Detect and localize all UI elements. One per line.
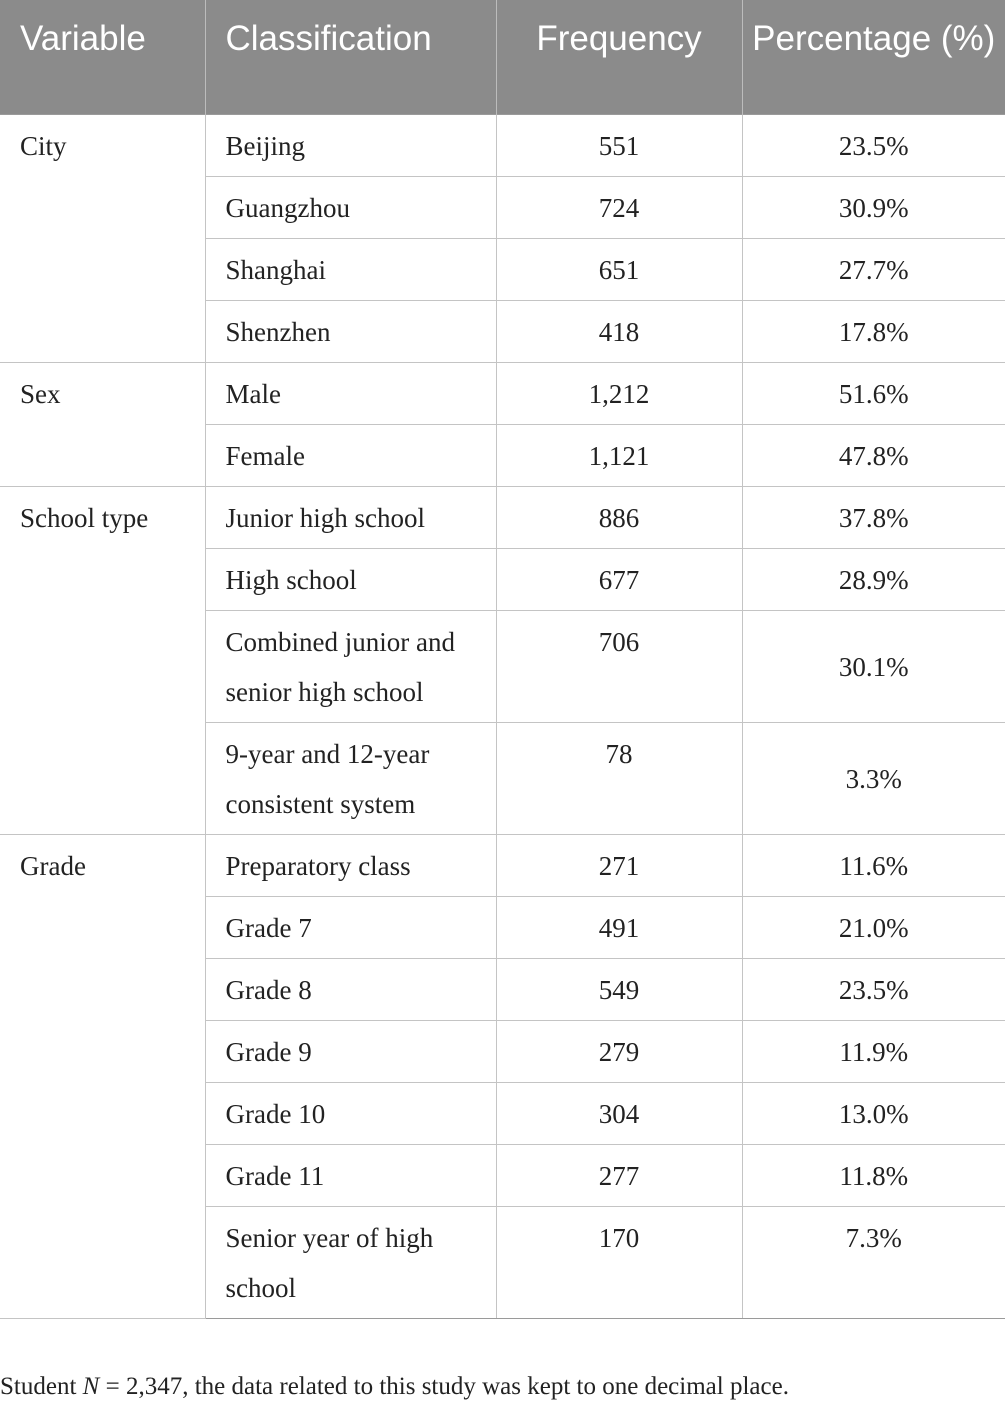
classification-cell: Preparatory class [204, 833, 497, 897]
variable-cell-city: City [0, 113, 206, 363]
classification-cell: Shanghai [204, 237, 497, 301]
percentage-cell: 28.9% [741, 547, 1005, 611]
classification-cell: Male [204, 361, 497, 425]
frequency-cell: 491 [495, 895, 743, 959]
table-row: Grade 7 491 21.0% [0, 895, 1005, 959]
variable-cell-grade: Grade [0, 833, 206, 1319]
percentage-cell: 3.3% [741, 721, 1005, 835]
frequency-cell: 271 [495, 833, 743, 897]
percentage-cell: 11.9% [741, 1019, 1005, 1083]
classification-cell: Grade 8 [204, 957, 497, 1021]
variable-cell-sex: Sex [0, 361, 206, 487]
classification-cell: Grade 10 [204, 1081, 497, 1145]
percentage-cell: 7.3% [741, 1205, 1005, 1319]
classification-cell: Grade 9 [204, 1019, 497, 1083]
frequency-cell: 651 [495, 237, 743, 301]
percentage-cell: 13.0% [741, 1081, 1005, 1145]
classification-cell: Grade 7 [204, 895, 497, 959]
header-frequency: Frequency [495, 0, 742, 114]
frequency-cell: 170 [495, 1205, 743, 1319]
classification-cell: Grade 11 [204, 1143, 497, 1207]
percentage-cell: 51.6% [741, 361, 1005, 425]
classification-cell: Beijing [204, 113, 497, 177]
table-row: Senior year of high school 170 7.3% [0, 1205, 1005, 1319]
percentage-cell: 21.0% [741, 895, 1005, 959]
classification-cell: Combined junior and senior high school [204, 609, 497, 723]
footnote-n-symbol: N [82, 1373, 100, 1400]
header-variable: Variable [0, 0, 205, 114]
table-row: Grade 8 549 23.5% [0, 957, 1005, 1021]
percentage-cell: 27.7% [741, 237, 1005, 301]
frequency-cell: 677 [495, 547, 743, 611]
table-row: Guangzhou 724 30.9% [0, 175, 1005, 239]
header-percentage: Percentage (%) [741, 0, 1005, 114]
frequency-cell: 1,212 [495, 361, 743, 425]
frequency-cell: 551 [495, 113, 743, 177]
frequency-cell: 78 [495, 721, 743, 835]
frequency-cell: 1,121 [495, 423, 743, 487]
classification-cell: Guangzhou [204, 175, 497, 239]
classification-cell: Senior year of high school [204, 1205, 497, 1319]
classification-cell: Female [204, 423, 497, 487]
frequency-cell: 418 [495, 299, 743, 363]
frequency-cell: 886 [495, 485, 743, 549]
percentage-cell: 17.8% [741, 299, 1005, 363]
percentage-cell: 47.8% [741, 423, 1005, 487]
percentage-cell: 37.8% [741, 485, 1005, 549]
percentage-cell: 23.5% [741, 957, 1005, 1021]
table-row: Female 1,121 47.8% [0, 423, 1005, 487]
classification-cell: 9-year and 12-year consistent system [204, 721, 497, 835]
table-row: Sex Male 1,212 51.6% [0, 361, 1005, 487]
frequency-cell: 277 [495, 1143, 743, 1207]
table-row: Shanghai 651 27.7% [0, 237, 1005, 301]
variable-cell-school-type: School type [0, 485, 206, 835]
frequency-cell: 304 [495, 1081, 743, 1145]
table-footnote: Student N = 2,347, the data related to t… [0, 1370, 1005, 1404]
classification-cell: Junior high school [204, 485, 497, 549]
table-row: Shenzhen 418 17.8% [0, 299, 1005, 363]
table-row: Grade 11 277 11.8% [0, 1143, 1005, 1207]
percentage-cell: 11.8% [741, 1143, 1005, 1207]
percentage-cell: 30.1% [741, 609, 1005, 723]
frequency-cell: 706 [495, 609, 743, 723]
frequency-cell: 549 [495, 957, 743, 1021]
frequency-cell: 279 [495, 1019, 743, 1083]
footnote-prefix: Student [0, 1373, 83, 1400]
table-row: 9-year and 12-year consistent system 78 … [0, 721, 1005, 835]
classification-cell: High school [204, 547, 497, 611]
classification-cell: Shenzhen [204, 299, 497, 363]
table-row: School type Junior high school 886 37.8% [0, 485, 1005, 835]
table-row: Grade 10 304 13.0% [0, 1081, 1005, 1145]
table-row: City Beijing 551 23.5% [0, 113, 1005, 363]
percentage-cell: 30.9% [741, 175, 1005, 239]
percentage-cell: 23.5% [741, 113, 1005, 177]
table-header-row: Variable Classification Frequency Percen… [0, 0, 1005, 114]
table-row: Grade 9 279 11.9% [0, 1019, 1005, 1083]
header-classification: Classification [204, 0, 496, 114]
table-row: Grade Preparatory class 271 11.6% [0, 833, 1005, 1319]
frequency-cell: 724 [495, 175, 743, 239]
footnote-text: = 2,347, the data related to this study … [99, 1373, 789, 1400]
percentage-cell: 11.6% [741, 833, 1005, 897]
demographics-table: Variable Classification Frequency Percen… [0, 0, 1005, 1319]
